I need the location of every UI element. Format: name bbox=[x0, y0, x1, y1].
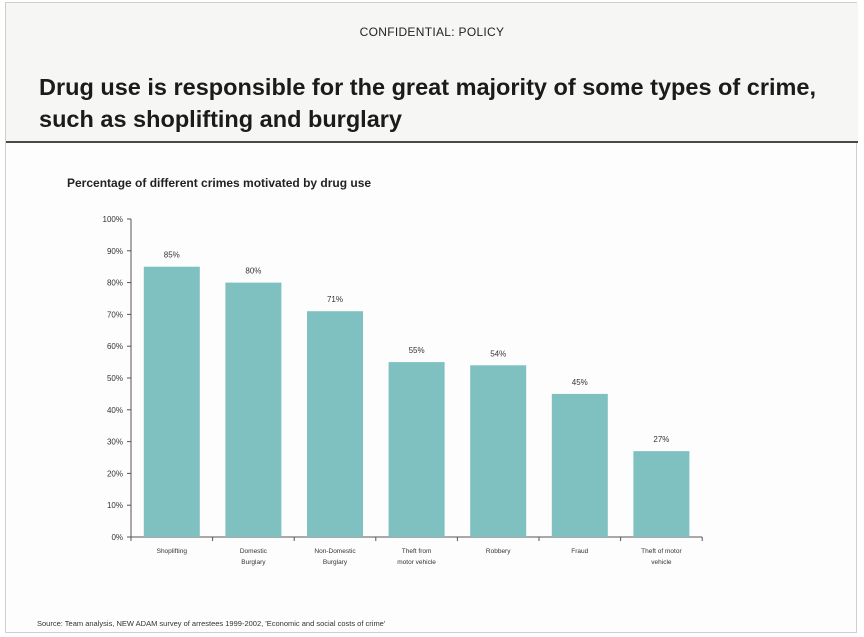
bar-value-label: 85% bbox=[164, 251, 180, 260]
x-category-label: Shoplifting bbox=[157, 548, 188, 555]
bar-value-label: 55% bbox=[409, 346, 425, 355]
slide-header: CONFIDENTIAL: POLICY Drug use is respons… bbox=[6, 3, 858, 143]
bar-value-label: 27% bbox=[653, 435, 669, 444]
y-tick-label: 80% bbox=[107, 279, 123, 288]
x-category-label: Domestic Burglary bbox=[240, 548, 268, 566]
y-tick-label: 100% bbox=[103, 215, 123, 224]
x-category-label: Fraud bbox=[571, 548, 588, 555]
bar bbox=[388, 362, 445, 537]
y-tick-label: 60% bbox=[107, 342, 123, 351]
bar-value-label: 71% bbox=[327, 295, 343, 304]
y-tick-label: 20% bbox=[107, 469, 123, 478]
chart-title: Percentage of different crimes motivated… bbox=[67, 176, 372, 190]
bar-value-label: 54% bbox=[490, 349, 506, 358]
source-note: Source: Team analysis, NEW ADAM survey o… bbox=[37, 619, 386, 628]
y-tick-label: 40% bbox=[107, 406, 123, 415]
y-tick-label: 50% bbox=[107, 374, 123, 383]
bar bbox=[470, 365, 527, 537]
bar-value-label: 80% bbox=[245, 267, 261, 276]
confidential-label: CONFIDENTIAL: POLICY bbox=[359, 25, 505, 39]
x-category-label: Robbery bbox=[486, 548, 511, 555]
bar bbox=[633, 451, 690, 537]
y-tick-label: 30% bbox=[107, 438, 123, 447]
y-tick-label: 70% bbox=[107, 310, 123, 319]
x-category-label: Theft from motor vehicle bbox=[397, 548, 436, 566]
bar bbox=[143, 266, 200, 537]
bar bbox=[307, 311, 363, 537]
y-tick-label: 10% bbox=[107, 501, 123, 510]
y-tick-label: 0% bbox=[111, 533, 123, 542]
x-category-label: Non-Domestic Burglary bbox=[314, 548, 356, 566]
slide-title: Drug use is responsible for the great ma… bbox=[39, 74, 817, 132]
bar bbox=[551, 393, 608, 537]
x-category-label: Theft of motor vehicle bbox=[641, 548, 682, 566]
bar bbox=[225, 282, 282, 537]
bar-value-label: 45% bbox=[572, 378, 588, 387]
y-tick-label: 90% bbox=[107, 247, 123, 256]
